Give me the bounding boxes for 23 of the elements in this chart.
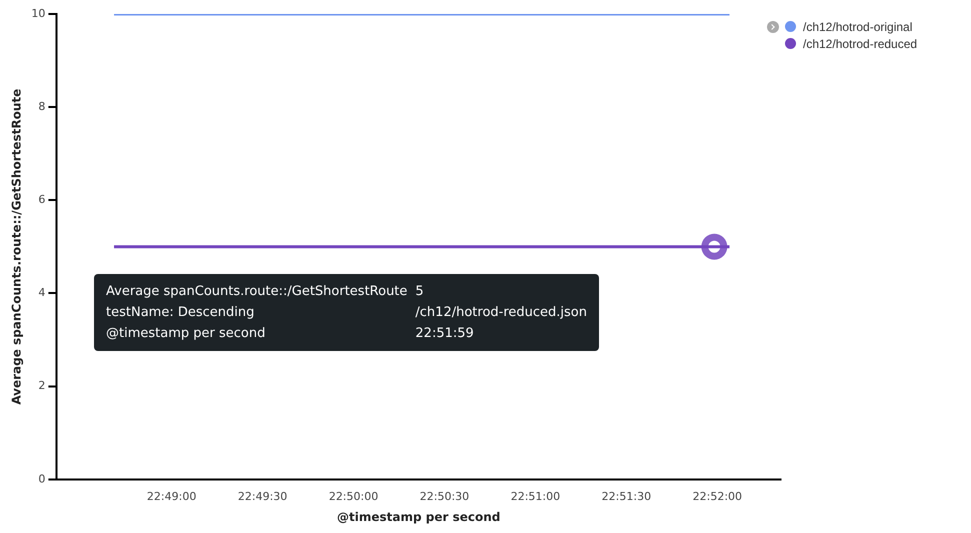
annotation: /ch12/hotrod-reduced.json <box>415 305 587 320</box>
x-tick-label: 22:49:30 <box>238 490 288 503</box>
x-tick-label: 22:51:00 <box>510 490 560 503</box>
y-tick-label: 0 <box>38 472 46 486</box>
x-tick-label: 22:49:00 <box>146 490 196 503</box>
y-tick-label: 4 <box>38 286 46 300</box>
y-tick-label: 6 <box>38 193 46 206</box>
x-tick-label: 22:51:30 <box>602 490 652 503</box>
x-axis-title: @timestamp per second <box>337 510 500 524</box>
x-tick-label: 22:50:00 <box>328 490 378 503</box>
y-tick-label: 10 <box>31 6 46 20</box>
y-axis-title: Average spanCounts.route::/GetShortestRoute <box>9 88 24 405</box>
annotation: Average spanCounts.route::/GetShortestRoute <box>106 284 408 299</box>
annotation: @timestamp per second <box>106 326 266 341</box>
x-tick-label: 22:50:30 <box>420 490 470 503</box>
y-tick-label: 2 <box>38 379 46 392</box>
legend-label: /ch12/hotrod-reduced <box>803 36 918 50</box>
x-tick-label: 22:52:00 <box>692 490 742 503</box>
annotation: 5 <box>415 284 425 299</box>
legend-label: /ch12/hotrod-original <box>803 20 912 34</box>
annotation: 22:51:59 <box>415 326 475 341</box>
annotation: testName: Descending <box>106 305 256 320</box>
y-tick-label: 8 <box>38 100 46 113</box>
